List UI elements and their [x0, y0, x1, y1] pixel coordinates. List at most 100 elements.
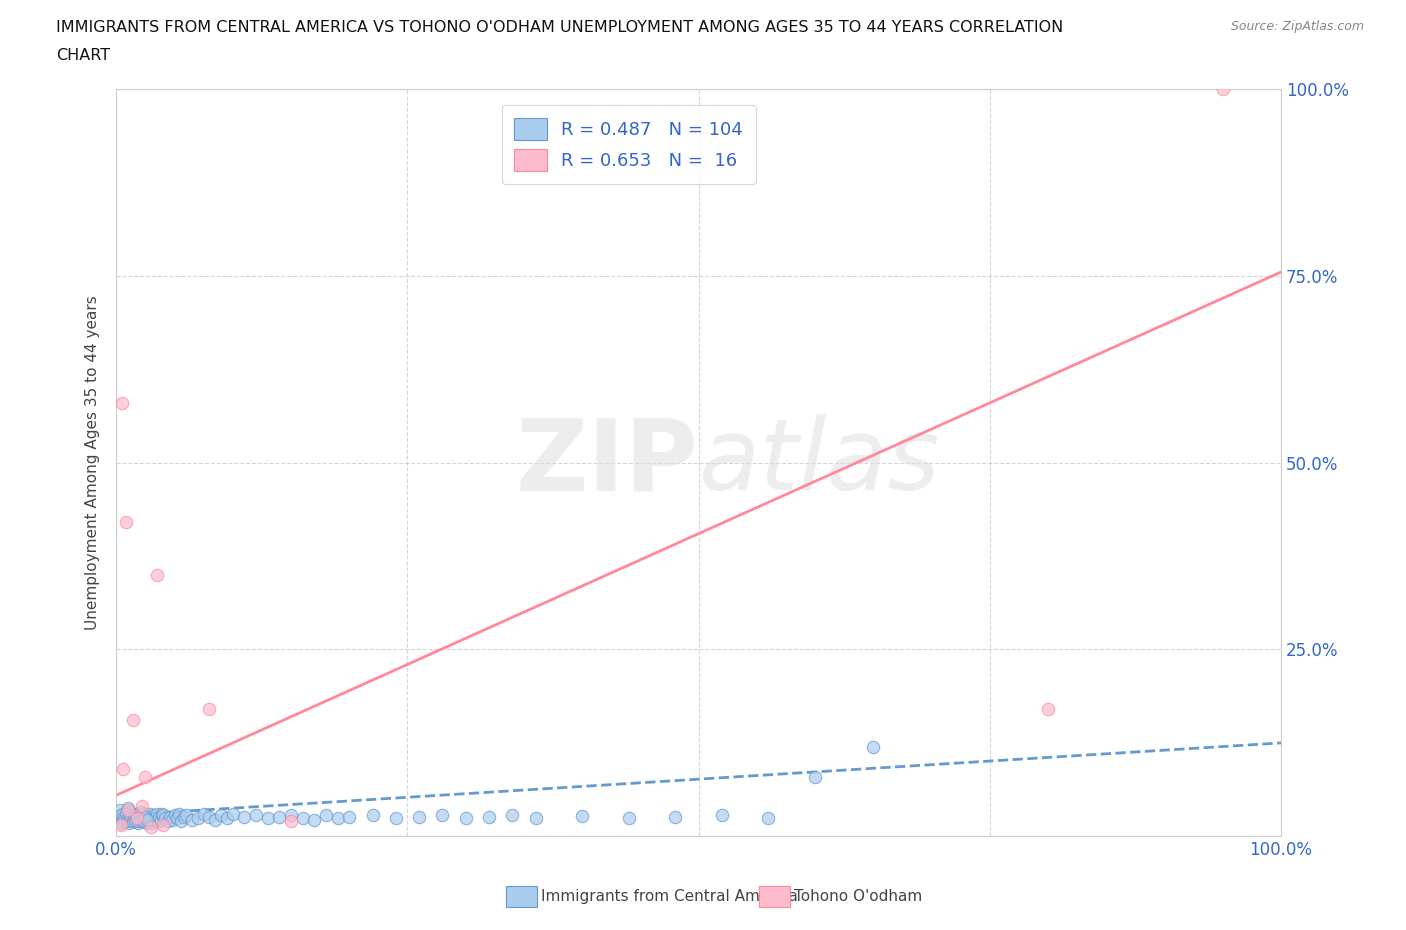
Point	[1212, 82, 1234, 97]
Point	[304, 813, 326, 828]
Point	[131, 808, 153, 823]
Point	[112, 810, 135, 825]
Point	[114, 515, 136, 530]
Point	[120, 805, 142, 820]
Point	[139, 806, 162, 821]
Point	[111, 810, 134, 825]
Point	[134, 811, 156, 826]
Point	[291, 810, 314, 825]
Point	[118, 816, 141, 830]
Point	[142, 808, 165, 823]
Point	[121, 713, 143, 728]
Point	[135, 816, 157, 830]
Point	[122, 809, 145, 824]
Point	[804, 769, 827, 784]
Point	[108, 803, 131, 817]
Point	[758, 810, 780, 825]
Point	[135, 813, 157, 828]
Point	[148, 809, 170, 824]
Point	[150, 806, 173, 821]
Point	[245, 808, 267, 823]
Point	[454, 810, 477, 825]
Text: Tohono O'odham: Tohono O'odham	[794, 889, 922, 904]
Point	[129, 813, 152, 828]
Point	[115, 814, 138, 829]
Point	[117, 803, 139, 817]
Point	[127, 810, 149, 825]
Text: IMMIGRANTS FROM CENTRAL AMERICA VS TOHONO O'ODHAM UNEMPLOYMENT AMONG AGES 35 TO : IMMIGRANTS FROM CENTRAL AMERICA VS TOHON…	[56, 20, 1063, 35]
Point	[146, 567, 169, 582]
Point	[129, 805, 152, 820]
Point	[571, 809, 593, 824]
Point	[204, 813, 226, 828]
Point	[862, 739, 884, 754]
Point	[115, 813, 138, 828]
Point	[146, 806, 169, 821]
Point	[187, 811, 209, 826]
Text: ZIP: ZIP	[516, 414, 699, 512]
Point	[108, 814, 131, 829]
Point	[143, 813, 166, 828]
Point	[174, 808, 197, 823]
Point	[134, 809, 156, 824]
Point	[156, 814, 179, 829]
Point	[136, 809, 159, 824]
Point	[131, 814, 153, 829]
Point	[122, 814, 145, 829]
Point	[326, 811, 349, 826]
Point	[193, 806, 215, 821]
Point	[141, 820, 163, 835]
Point	[315, 808, 337, 823]
Point	[153, 811, 176, 826]
Point	[148, 814, 170, 829]
Point	[141, 810, 163, 825]
Point	[121, 814, 143, 829]
Point	[280, 814, 302, 829]
Point	[664, 809, 686, 824]
Point	[112, 813, 135, 828]
Point	[117, 801, 139, 816]
Point	[361, 808, 384, 823]
Point	[269, 809, 291, 824]
Point	[617, 810, 640, 825]
Point	[114, 808, 136, 823]
Point	[120, 811, 142, 826]
Point	[159, 809, 181, 824]
Point	[110, 808, 132, 823]
Point	[124, 808, 146, 823]
Point	[198, 702, 221, 717]
Point	[127, 811, 149, 826]
Point	[145, 811, 167, 826]
Point	[141, 816, 163, 830]
Point	[112, 814, 135, 829]
Point	[131, 799, 153, 814]
Point	[114, 806, 136, 821]
Point	[181, 813, 204, 828]
Point	[120, 811, 142, 826]
Point	[163, 808, 186, 823]
Point	[117, 809, 139, 824]
Point	[118, 813, 141, 828]
Point	[710, 808, 733, 823]
Point	[167, 806, 190, 821]
Point	[222, 806, 245, 821]
Legend: R = 0.487   N = 104, R = 0.653   N =  16: R = 0.487 N = 104, R = 0.653 N = 16	[502, 105, 755, 184]
Point	[173, 809, 195, 824]
Point	[120, 808, 142, 823]
Text: Immigrants from Central America: Immigrants from Central America	[541, 889, 799, 904]
Point	[152, 808, 174, 823]
Text: Source: ZipAtlas.com: Source: ZipAtlas.com	[1230, 20, 1364, 33]
Text: CHART: CHART	[56, 48, 110, 63]
Point	[134, 806, 156, 821]
Point	[127, 806, 149, 821]
Point	[152, 817, 174, 832]
Point	[198, 809, 221, 824]
Point	[166, 811, 188, 826]
Point	[408, 809, 430, 824]
Point	[170, 814, 193, 829]
Point	[280, 808, 302, 823]
Point	[127, 814, 149, 829]
Point	[134, 769, 156, 784]
Text: atlas: atlas	[699, 414, 941, 512]
Point	[256, 811, 278, 826]
